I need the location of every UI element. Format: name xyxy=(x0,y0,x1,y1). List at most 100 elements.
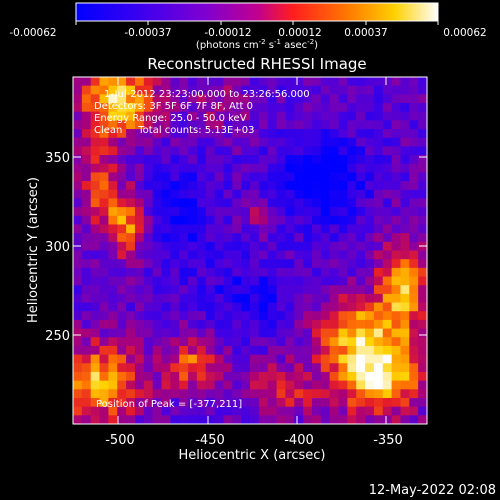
heatmap-cell xyxy=(250,276,260,286)
heatmap-cell xyxy=(258,319,269,329)
heatmap-cell xyxy=(311,224,322,234)
heatmap-cell xyxy=(205,259,215,269)
heatmap-cell xyxy=(409,111,419,121)
heatmap-cell xyxy=(276,285,286,295)
heatmap-cell xyxy=(382,181,392,191)
heatmap-cell xyxy=(338,285,348,295)
heatmap-cell xyxy=(81,311,92,321)
heatmap-cell xyxy=(241,163,251,173)
heatmap-cell xyxy=(338,224,348,234)
heatmap-cell xyxy=(205,207,215,217)
heatmap-cell xyxy=(179,285,189,295)
heatmap-cell xyxy=(347,311,357,321)
heatmap-cell xyxy=(170,224,180,234)
heatmap-cell xyxy=(250,146,260,156)
heatmap-cell xyxy=(143,345,154,356)
heatmap-cell xyxy=(294,371,304,382)
heatmap-cell xyxy=(267,293,277,303)
heatmap-cell xyxy=(294,137,304,147)
heatmap-cell xyxy=(170,371,180,382)
heatmap-cell xyxy=(311,103,322,113)
annotation-clean-counts: Clean Total counts: 5.13E+03 xyxy=(94,125,254,136)
heatmap-cell xyxy=(179,155,189,165)
heatmap-cell xyxy=(126,129,136,139)
heatmap-cell xyxy=(418,337,428,347)
heatmap-cell xyxy=(303,215,313,225)
heatmap-cell xyxy=(311,215,322,225)
heatmap-cell xyxy=(223,311,233,321)
heatmap-cell xyxy=(400,85,410,95)
heatmap-cell xyxy=(250,415,260,425)
heatmap-cell xyxy=(179,354,189,364)
heatmap-cell xyxy=(382,250,392,260)
heatmap-cell xyxy=(117,276,127,286)
heatmap-cell xyxy=(81,293,92,303)
heatmap-cell xyxy=(391,207,401,217)
heatmap-cell xyxy=(276,233,286,243)
heatmap-cell xyxy=(232,172,242,182)
heatmap-cell xyxy=(73,163,83,173)
heatmap-cell xyxy=(117,285,127,295)
heatmap-cell xyxy=(152,77,162,87)
heatmap-cell xyxy=(250,285,260,295)
heatmap-cell xyxy=(90,406,100,416)
heatmap-cell xyxy=(409,224,419,234)
heatmap-cell xyxy=(81,198,92,208)
heatmap-cell xyxy=(409,406,419,416)
heatmap-cell xyxy=(170,215,180,225)
heatmap-cell xyxy=(294,302,304,312)
heatmap-cell xyxy=(179,94,189,104)
heatmap-cell xyxy=(90,389,100,399)
heatmap-cell xyxy=(391,363,401,373)
heatmap-cell xyxy=(117,94,127,104)
heatmap-cell xyxy=(241,137,251,147)
heatmap-cell xyxy=(117,215,127,225)
heatmap-cell xyxy=(214,354,224,364)
heatmap-cell xyxy=(365,285,375,295)
heatmap-cell xyxy=(90,137,100,147)
heatmap-cell xyxy=(81,380,92,390)
heatmap-cell xyxy=(276,380,286,390)
heatmap-cell xyxy=(152,337,162,347)
heatmap-cell xyxy=(223,380,233,390)
heatmap-cell xyxy=(81,215,92,225)
heatmap-cell xyxy=(294,111,304,121)
heatmap-cell xyxy=(373,189,384,199)
heatmap-cell xyxy=(232,345,242,356)
heatmap-cell xyxy=(303,311,313,321)
heatmap-cell xyxy=(117,198,127,208)
heatmap-cell xyxy=(347,345,357,356)
heatmap-cell xyxy=(81,302,92,312)
heatmap-cell xyxy=(108,293,118,303)
heatmap-cell xyxy=(108,337,118,347)
heatmap-cell xyxy=(232,415,242,425)
heatmap-cell xyxy=(179,389,189,399)
heatmap-cell xyxy=(241,311,251,321)
heatmap-cell xyxy=(338,371,348,382)
heatmap-cell xyxy=(391,215,401,225)
heatmap-cell xyxy=(400,397,410,408)
heatmap-cell xyxy=(382,319,392,329)
heatmap-cell xyxy=(73,250,83,260)
heatmap-cell xyxy=(126,337,136,347)
heatmap-cell xyxy=(250,397,260,408)
heatmap-cell xyxy=(373,319,384,329)
heatmap-cell xyxy=(143,319,154,329)
heatmap-cell xyxy=(214,380,224,390)
heatmap-cell xyxy=(391,276,401,286)
heatmap-cell xyxy=(418,172,428,182)
heatmap-cell xyxy=(267,215,277,225)
heatmap-cell xyxy=(276,354,286,364)
heatmap-cell xyxy=(347,77,357,87)
heatmap-cell xyxy=(196,363,207,373)
heatmap-cell xyxy=(382,103,392,113)
heatmap-cell xyxy=(214,285,224,295)
heatmap-cell xyxy=(99,389,109,399)
heatmap-cell xyxy=(117,293,127,303)
heatmap-cell xyxy=(73,103,83,113)
heatmap-cell xyxy=(152,293,162,303)
heatmap-cell xyxy=(152,189,162,199)
heatmap-cell xyxy=(365,380,375,390)
heatmap-cell xyxy=(250,224,260,234)
heatmap-cell xyxy=(285,319,295,329)
